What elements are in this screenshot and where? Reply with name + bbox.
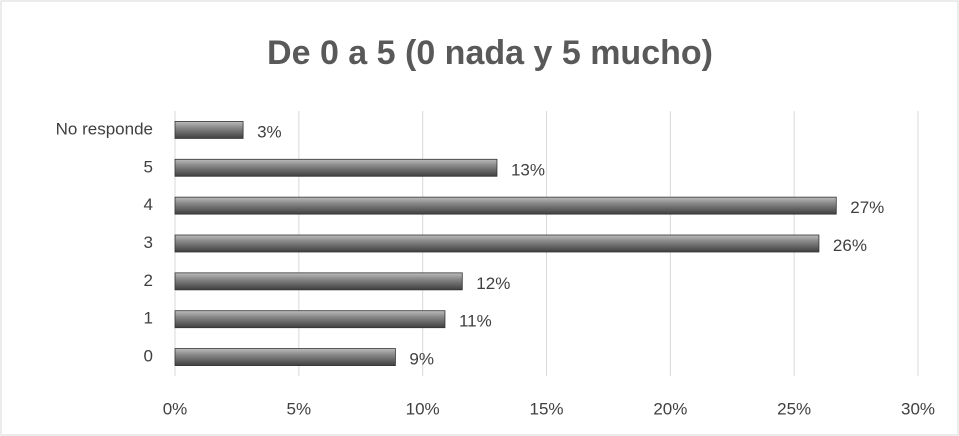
y-tick-label: No responde bbox=[56, 119, 153, 138]
bar bbox=[174, 272, 463, 291]
x-tick-label: 5% bbox=[287, 399, 312, 418]
data-label: 11% bbox=[459, 312, 492, 331]
y-tick-label: 1 bbox=[144, 309, 153, 328]
bar bbox=[174, 158, 498, 177]
x-tick-label: 15% bbox=[529, 399, 563, 418]
x-tick-label: 0% bbox=[163, 399, 188, 418]
y-tick-label: 0 bbox=[144, 347, 153, 366]
bar bbox=[174, 196, 837, 215]
y-tick-label: 5 bbox=[144, 157, 153, 176]
bar bbox=[174, 348, 396, 366]
data-label: 27% bbox=[850, 198, 884, 217]
y-tick-label: 4 bbox=[144, 195, 153, 214]
data-label: 13% bbox=[511, 160, 545, 179]
bar bbox=[174, 234, 820, 253]
data-label: 26% bbox=[833, 236, 867, 255]
data-label: 12% bbox=[476, 274, 510, 293]
y-tick-label: 2 bbox=[144, 271, 153, 290]
bar bbox=[174, 310, 446, 329]
x-tick-label: 20% bbox=[653, 399, 687, 418]
chart-title: De 0 a 5 (0 nada y 5 mucho) bbox=[267, 34, 713, 72]
data-label: 9% bbox=[409, 350, 434, 369]
bar bbox=[174, 121, 244, 139]
x-tick-label: 30% bbox=[901, 399, 935, 418]
y-tick-label: 3 bbox=[144, 233, 153, 252]
x-tick-label: 10% bbox=[406, 399, 440, 418]
x-tick-label: 25% bbox=[777, 399, 811, 418]
data-label: 3% bbox=[257, 122, 282, 141]
